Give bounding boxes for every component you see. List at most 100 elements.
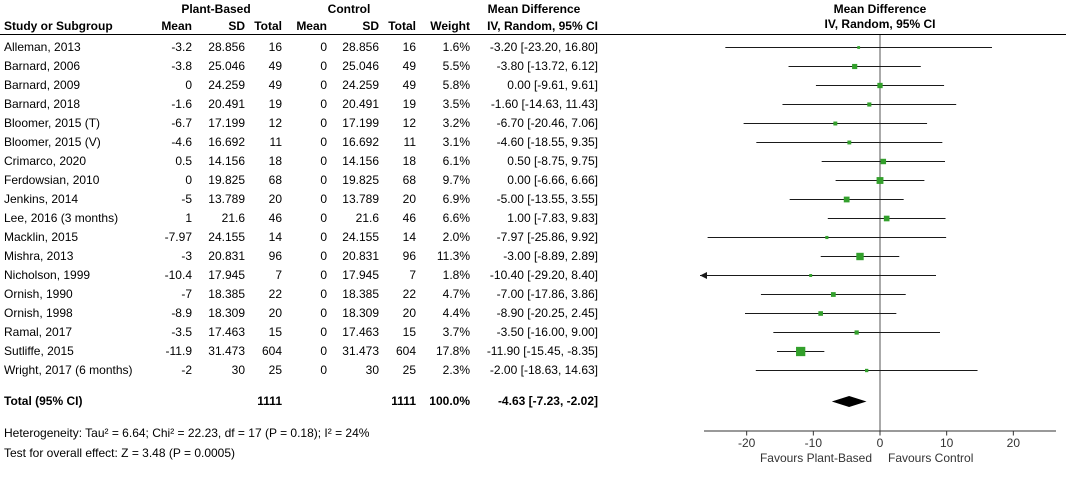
ci-value: -11.90 [-15.45, -8.35]	[486, 344, 598, 358]
weight: 9.7%	[442, 173, 470, 187]
mean-control: 0	[320, 363, 327, 377]
sd-control: 14.156	[342, 154, 379, 168]
weight: 6.9%	[442, 192, 470, 206]
effect-marker	[830, 292, 836, 297]
mean-plant: 0	[185, 78, 192, 92]
favours-left-label: Favours Plant-Based	[760, 451, 872, 465]
total-control: 68	[402, 173, 416, 187]
study-name: Barnard, 2018	[4, 97, 81, 111]
weight: 3.1%	[442, 135, 470, 149]
mean-difference-plot-header: Mean Difference	[833, 2, 927, 16]
study-row: Macklin, 2015 -7.97 24.155 14 0 24.155 14 2.0% -…	[0, 228, 598, 247]
summary-diamond	[831, 396, 867, 407]
mean-control: 0	[320, 40, 327, 54]
weight: 17.8%	[435, 344, 470, 358]
sd-plant: 24.155	[208, 230, 245, 244]
study-name: Ornish, 1998	[4, 306, 73, 320]
ci-value: -4.60 [-18.55, 9.35]	[496, 135, 598, 149]
sd-control: 31.473	[342, 344, 379, 358]
weight: 11.3%	[436, 249, 470, 263]
weight: 2.0%	[442, 230, 470, 244]
sd-plant: 17.199	[208, 116, 245, 130]
table-header: Plant-Based Control Mean Difference Mean…	[0, 0, 1066, 35]
effect-marker	[877, 82, 883, 89]
total-plant: 14	[268, 230, 282, 244]
sd-control: 25.046	[342, 59, 379, 73]
col-header-ci: IV, Random, 95% CI	[487, 19, 598, 33]
effect-marker	[857, 46, 861, 49]
ci-value: -3.00 [-8.89, 2.89]	[503, 249, 598, 263]
mean-plant: -3.2	[171, 40, 192, 54]
study-row: Ornish, 1990 -7 18.385 22 0 18.385 22 4.7% -7.00…	[0, 285, 598, 304]
mean-plant: -2	[181, 363, 192, 377]
total-control: 22	[402, 287, 416, 301]
study-row: Wright, 2017 (6 months) -2 30 25 0 30 25 2.3% -2…	[0, 361, 598, 380]
study-row: Bloomer, 2015 (V) -4.6 16.692 11 0 16.692 11 3.…	[0, 133, 598, 152]
axis-tick-label: 0	[877, 436, 884, 450]
study-name: Barnard, 2009	[4, 78, 81, 92]
sd-plant: 30	[231, 363, 245, 377]
mean-plant: -4.6	[171, 135, 192, 149]
mean-control: 0	[320, 249, 327, 263]
mean-control: 0	[320, 230, 327, 244]
study-name: Bloomer, 2015 (V)	[4, 135, 101, 149]
study-name: Lee, 2016 (3 months)	[4, 211, 119, 225]
sd-control: 30	[365, 363, 379, 377]
weight: 2.3%	[442, 363, 470, 377]
mean-plant: -3.8	[171, 59, 192, 73]
sd-plant: 31.473	[208, 344, 245, 358]
sd-control: 20.831	[342, 249, 379, 263]
study-row: Ornish, 1998 -8.9 18.309 20 0 18.309 20 4.4% -8.…	[0, 304, 598, 323]
col-header-weight: Weight	[430, 19, 470, 33]
ci-value: -3.20 [-23.20, 16.80]	[489, 40, 598, 54]
sd-control: 24.155	[342, 230, 379, 244]
ci-value: -2.00 [-18.63, 14.63]	[489, 363, 598, 377]
weight: 6.1%	[442, 154, 470, 168]
effect-marker	[825, 235, 829, 240]
effect-marker	[883, 215, 890, 222]
study-name: Ornish, 1990	[4, 287, 73, 301]
study-row: Nicholson, 1999 -10.4 17.945 7 0 17.945 7 1.8% -…	[0, 266, 598, 285]
sd-plant: 14.156	[208, 154, 245, 168]
sd-plant: 19.825	[208, 173, 245, 187]
sd-plant: 13.789	[208, 192, 245, 206]
ci-value: -10.40 [-29.20, 8.40]	[489, 268, 598, 282]
total-plant: 20	[268, 306, 282, 320]
study-row: Lee, 2016 (3 months) 1 21.6 46 0 21.6 46 6.6% 1.…	[0, 209, 598, 228]
total-ci: -4.63 [-7.23, -2.02]	[497, 394, 598, 408]
mean-control: 0	[320, 192, 327, 206]
total-weight: 100.0%	[429, 394, 470, 408]
mean-plant: -8.9	[171, 306, 192, 320]
total-plant: 19	[268, 97, 282, 111]
effect-marker	[864, 368, 869, 373]
sd-control: 17.199	[342, 116, 379, 130]
mean-control: 0	[320, 116, 327, 130]
ci-value: -3.50 [-16.00, 9.00]	[496, 325, 598, 339]
sd-control: 18.309	[342, 306, 379, 320]
axis-tick-label: 20	[1007, 436, 1021, 450]
total-control: 20	[402, 192, 416, 206]
sd-control: 24.259	[342, 78, 379, 92]
mean-control: 0	[320, 59, 327, 73]
sd-plant: 17.945	[208, 268, 245, 282]
ci-value: -1.60 [-14.63, 11.43]	[490, 97, 598, 111]
sd-control: 17.945	[342, 268, 379, 282]
total-plant: 46	[268, 211, 282, 225]
forest-plot-graphic: -20 -10 0 10 20 Favours Plant-Based Favours Co…	[700, 35, 1056, 465]
group-header-plant-based: Plant-Based	[181, 2, 251, 16]
sd-plant: 24.259	[208, 78, 245, 92]
sd-control: 16.692	[342, 135, 379, 149]
effect-marker	[852, 63, 858, 70]
total-control: 7	[409, 268, 416, 282]
mean-control: 0	[320, 97, 327, 111]
study-row: Crimarco, 2020 0.5 14.156 18 0 14.156 18 6.1% 0.…	[0, 152, 598, 171]
favours-right-label: Favours Control	[888, 451, 973, 465]
study-row: Ferdowsian, 2010 0 19.825 68 0 19.825 68 9.7% 0.…	[0, 171, 598, 190]
mean-control: 0	[320, 211, 327, 225]
total-plant: 49	[268, 78, 282, 92]
sd-control: 17.463	[342, 325, 379, 339]
effect-marker	[809, 274, 813, 277]
total-control: 11	[403, 135, 416, 149]
sd-plant: 25.046	[208, 59, 245, 73]
study-name: Ferdowsian, 2010	[4, 173, 100, 187]
